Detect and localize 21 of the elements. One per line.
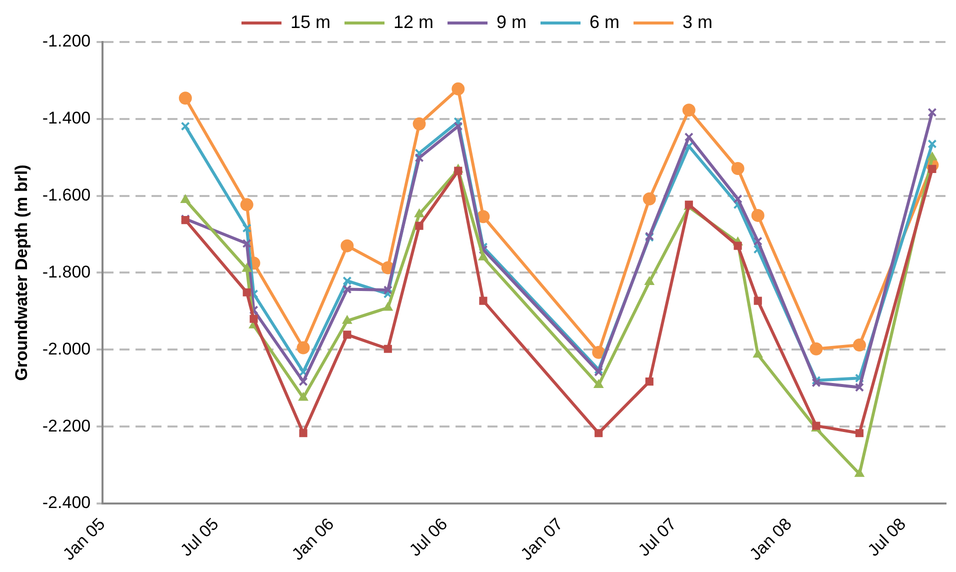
legend-label: 3 m xyxy=(682,12,713,32)
x-tick-label: Jul 06 xyxy=(406,514,452,560)
legend-label: 15 m xyxy=(290,12,331,32)
y-tick-label: -1.600 xyxy=(42,186,91,205)
y-tick-label: -1.400 xyxy=(42,108,91,128)
x-tick-label: Jan 08 xyxy=(746,514,796,564)
y-axis-title: Groundwater Depth (m brl) xyxy=(12,164,31,381)
y-tick-label: -2.400 xyxy=(42,493,91,512)
x-tick-label: Jan 07 xyxy=(516,514,566,564)
y-tick-label: -1.200 xyxy=(42,32,91,51)
legend-label: 6 m xyxy=(590,12,620,32)
x-tick-label: Jul 05 xyxy=(176,514,222,560)
x-tick-label: Jul 08 xyxy=(864,514,910,560)
y-tick-label: -2.000 xyxy=(42,339,91,358)
x-tick-label: Jul 07 xyxy=(634,514,680,560)
x-tick-label: Jan 05 xyxy=(59,514,109,564)
legend-label: 9 m xyxy=(496,12,527,32)
y-tick-label: -1.800 xyxy=(42,262,91,282)
legend-label: 12 m xyxy=(393,12,434,32)
x-tick-label: Jan 06 xyxy=(288,514,338,564)
y-tick-label: -2.200 xyxy=(42,416,91,436)
